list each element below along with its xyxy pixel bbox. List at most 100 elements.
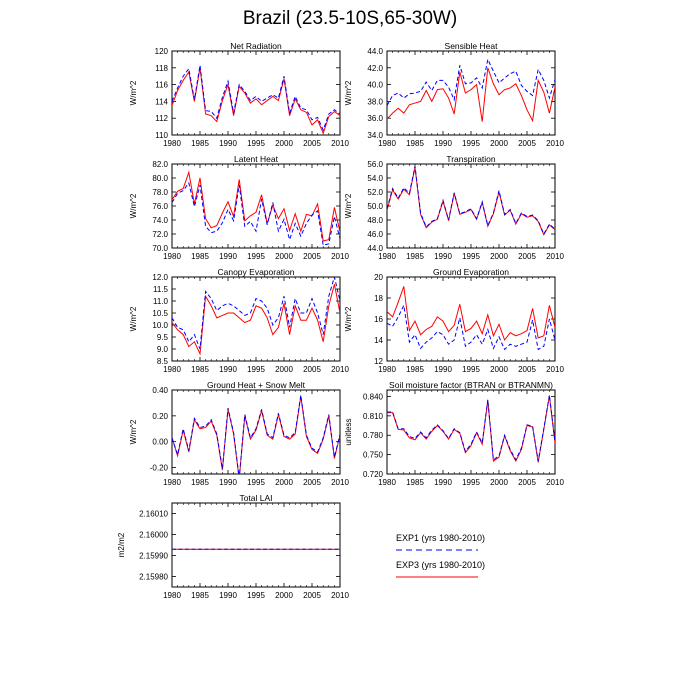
x-tick-label: 1985: [406, 139, 424, 148]
series-line-exp1: [172, 65, 340, 132]
x-tick-label: 1995: [247, 478, 265, 487]
y-axis-label: W/m^2: [344, 306, 353, 331]
x-tick-label: 1985: [406, 478, 424, 487]
plot-frame: [171, 163, 341, 249]
x-tick-label: 2010: [546, 252, 564, 261]
series-line-exp3: [387, 67, 555, 123]
x-tick-label: 2005: [303, 478, 321, 487]
x-tick-label: 2010: [331, 252, 349, 261]
x-tick-label: 1980: [378, 139, 396, 148]
y-tick-label: 120: [155, 47, 169, 56]
x-tick-label: 2005: [303, 139, 321, 148]
y-tick-label: 38.0: [367, 97, 383, 106]
y-tick-label: 110: [155, 131, 168, 140]
panel-sensible-heat: Sensible Heat 1980 1985 1990 1995 2000 2005 201…: [344, 41, 564, 148]
panel-soil-moisture-factor-btran-or-btranmn: Soil moisture factor (BTRAN or BTRANMN) 1…: [344, 380, 564, 487]
y-tick-label: 2.15990: [139, 552, 168, 561]
y-tick-label: 76.0: [152, 202, 168, 211]
y-tick-label: 2.16010: [139, 510, 168, 519]
y-tick-label: 56.0: [367, 160, 383, 169]
y-tick-label: 52.0: [367, 188, 383, 197]
y-axis-label: unitless: [344, 418, 353, 445]
y-tick-label: 78.0: [152, 188, 168, 197]
y-tick-label: 80.0: [152, 174, 168, 183]
x-tick-label: 2000: [275, 478, 293, 487]
y-tick-label: 0.780: [363, 431, 384, 440]
x-tick-label: 1990: [219, 139, 237, 148]
x-tick-label: 1985: [191, 478, 209, 487]
x-tick-label: 2000: [275, 139, 293, 148]
y-tick-label: 36.0: [367, 114, 383, 123]
x-tick-label: 1980: [163, 252, 181, 261]
y-tick-label: 10.5: [152, 309, 168, 318]
y-tick-label: 2.15980: [139, 573, 168, 582]
y-tick-label: 14: [374, 336, 383, 345]
x-tick-label: 1985: [406, 365, 424, 374]
x-tick-label: 1985: [191, 591, 209, 600]
y-tick-label: 10.0: [152, 321, 168, 330]
y-axis-label: W/m^2: [129, 419, 138, 444]
x-tick-label: 1990: [219, 478, 237, 487]
x-tick-label: 1995: [462, 252, 480, 261]
x-tick-label: 1985: [191, 252, 209, 261]
x-tick-label: 2010: [546, 139, 564, 148]
series-line-exp1: [172, 181, 340, 246]
panel-title: Net Radiation: [230, 41, 282, 51]
y-tick-label: 9.5: [157, 333, 169, 342]
plot-frame: [386, 389, 556, 475]
x-tick-label: 2000: [275, 252, 293, 261]
series-line-exp1: [172, 277, 340, 350]
x-tick-label: 2000: [275, 591, 293, 600]
legend-label: EXP3 (yrs 1980-2010): [396, 560, 485, 570]
x-tick-label: 2005: [518, 252, 536, 261]
x-tick-label: 2000: [490, 252, 508, 261]
y-tick-label: 20: [374, 273, 383, 282]
y-tick-label: 11.5: [153, 285, 169, 294]
series-line-exp1: [387, 395, 555, 462]
x-tick-label: 1990: [434, 139, 452, 148]
panel-transpiration: Transpiration 1980 1985 1990 1995 2000 2005 201…: [344, 154, 564, 261]
x-tick-label: 2005: [518, 139, 536, 148]
y-tick-label: 11.0: [153, 297, 169, 306]
y-tick-label: 48.0: [367, 216, 383, 225]
x-tick-label: 1995: [247, 252, 265, 261]
y-tick-label: 0.00: [152, 438, 168, 447]
x-tick-label: 2010: [331, 478, 349, 487]
y-tick-label: 0.750: [363, 451, 384, 460]
x-tick-label: 2010: [331, 591, 349, 600]
plot-frame: [171, 502, 341, 588]
panel-title: Soil moisture factor (BTRAN or BTRANMN): [389, 380, 553, 390]
x-tick-label: 2000: [490, 365, 508, 374]
series-line-exp3: [172, 396, 340, 474]
y-tick-label: 0.810: [363, 412, 384, 421]
panel-title: Ground Heat + Snow Melt: [207, 380, 306, 390]
y-tick-label: 8.5: [157, 357, 169, 366]
series-line-exp3: [172, 67, 340, 135]
series-line-exp3: [387, 286, 555, 342]
y-tick-label: 0.720: [363, 470, 384, 479]
x-tick-label: 1990: [219, 591, 237, 600]
y-axis-label: W/m^2: [129, 306, 138, 331]
x-tick-label: 1980: [378, 365, 396, 374]
legend-label: EXP1 (yrs 1980-2010): [396, 533, 485, 543]
x-tick-label: 1985: [191, 139, 209, 148]
y-tick-label: 46.0: [367, 230, 383, 239]
y-tick-label: 82.0: [152, 160, 168, 169]
y-tick-label: 116: [155, 81, 168, 90]
x-tick-label: 1985: [191, 365, 209, 374]
x-tick-label: 1995: [247, 365, 265, 374]
y-axis-label: W/m^2: [129, 80, 138, 105]
x-tick-label: 2000: [275, 365, 293, 374]
y-tick-label: 12: [374, 357, 383, 366]
x-tick-label: 1980: [378, 478, 396, 487]
panel-title: Latent Heat: [234, 154, 279, 164]
panel-ground-evaporation: Ground Evaporation 1980 1985 1990 1995 2000 20…: [344, 267, 564, 374]
panel-title: Ground Evaporation: [433, 267, 509, 277]
y-tick-label: 72.0: [152, 230, 168, 239]
series-line-exp1: [387, 57, 555, 106]
y-tick-label: 16: [374, 315, 383, 324]
panel-latent-heat: Latent Heat 1980 1985 1990 1995 2000 2005 2010 7…: [129, 154, 349, 261]
x-tick-label: 1980: [378, 252, 396, 261]
y-tick-label: 114: [155, 97, 168, 106]
y-tick-label: 118: [155, 64, 168, 73]
